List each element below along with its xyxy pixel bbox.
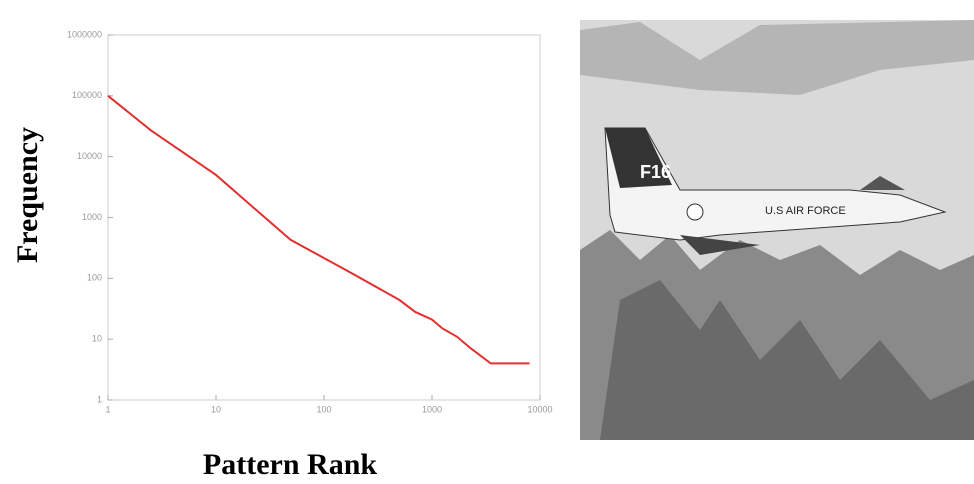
roundel (687, 204, 703, 220)
plot-frame (108, 35, 540, 400)
y-tick-label: 1000000 (67, 29, 102, 39)
photo: F16 U.S AIR FORCE (580, 20, 974, 440)
y-tick-label: 1 (97, 394, 102, 404)
x-tick-label: 10000 (527, 404, 552, 414)
data-line (108, 96, 530, 364)
x-tick-label: 10 (211, 404, 221, 414)
x-tick-label: 1 (105, 404, 110, 414)
x-tick-label: 100 (316, 404, 331, 414)
y-tick-label: 10000 (77, 151, 102, 161)
fuselage-text: U.S AIR FORCE (765, 205, 846, 217)
figure: Frequency Pattern Rank F16 U.S AIR FORCE… (0, 0, 974, 484)
y-axis-label: Frequency (11, 127, 44, 263)
x-axis-label: Pattern Rank (203, 448, 377, 481)
y-tick-label: 1000 (82, 212, 102, 222)
y-tick-label: 10 (92, 334, 102, 344)
x-tick-label: 1000 (422, 404, 442, 414)
y-tick-label: 100000 (72, 90, 102, 100)
tail-text: F16 (640, 162, 671, 182)
y-tick-label: 100 (87, 273, 102, 283)
